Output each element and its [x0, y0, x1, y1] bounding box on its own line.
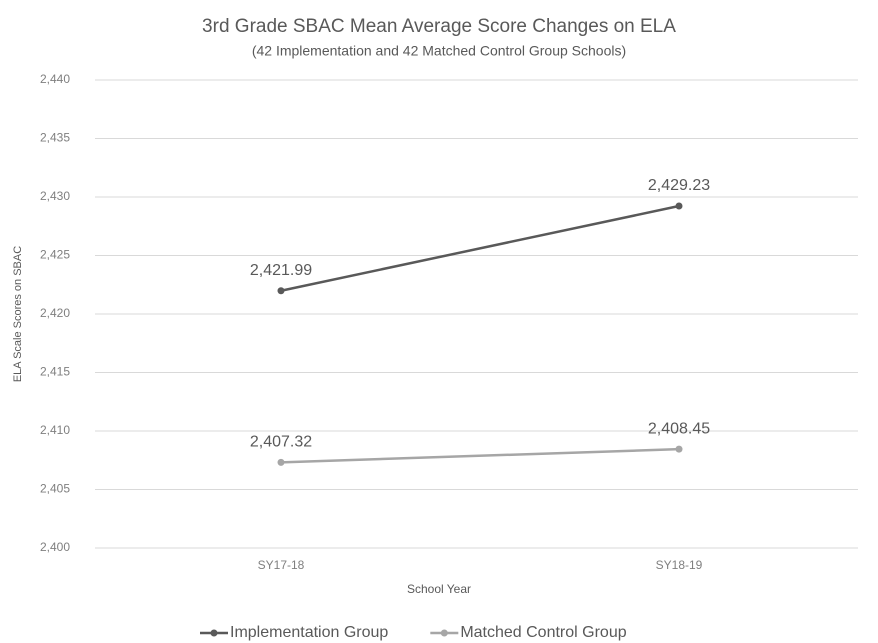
legend-marker	[210, 629, 218, 637]
series-line	[280, 204, 680, 292]
data-point	[675, 202, 683, 210]
y-tick-label: 2,415	[40, 365, 70, 379]
y-tick-label: 2,410	[40, 423, 70, 437]
data-label: 2,429.23	[648, 177, 710, 194]
legend-label: Implementation Group	[230, 624, 388, 641]
series-line	[280, 447, 680, 464]
y-tick-label: 2,420	[40, 306, 70, 320]
y-axis-label: ELA Scale Scores on SBAC	[12, 246, 24, 382]
data-label: 2,421.99	[250, 262, 312, 279]
legend-label: Matched Control Group	[460, 624, 626, 641]
legend-marker	[440, 629, 448, 637]
y-tick-label: 2,440	[40, 72, 70, 86]
x-tick-label: SY18-19	[656, 558, 703, 572]
y-tick-label: 2,435	[40, 131, 70, 145]
chart-subtitle: (42 Implementation and 42 Matched Contro…	[252, 43, 626, 59]
x-axis-label: School Year	[407, 582, 471, 596]
y-tick-label: 2,430	[40, 189, 70, 203]
y-tick-label: 2,400	[40, 540, 70, 554]
data-point	[675, 445, 683, 453]
x-tick-label: SY17-18	[258, 558, 305, 572]
chart-title: 3rd Grade SBAC Mean Average Score Change…	[202, 16, 676, 37]
data-label: 2,407.32	[250, 434, 312, 451]
y-tick-label: 2,405	[40, 482, 70, 496]
data-label: 2,408.45	[648, 420, 710, 437]
data-point	[277, 458, 285, 466]
y-tick-label: 2,425	[40, 248, 70, 262]
data-point	[277, 287, 285, 295]
